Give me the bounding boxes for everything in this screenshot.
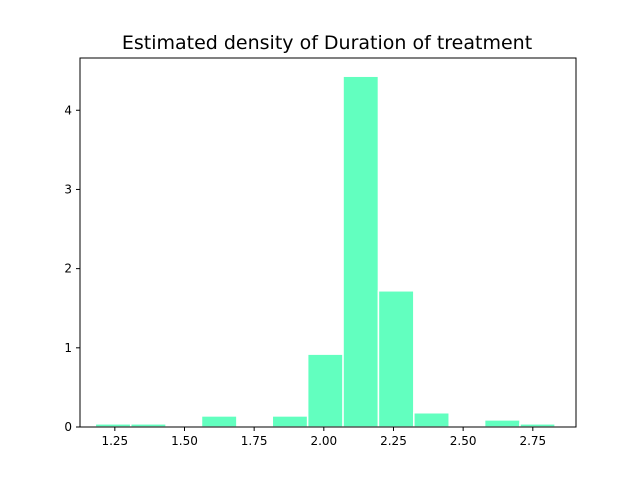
histogram-bar [377,290,415,428]
y-tick-label: 0 [64,420,72,434]
y-tick-label: 4 [64,103,72,117]
x-tick-label: 1.25 [101,434,128,448]
x-axis: 1.25 1.50 1.75 2.00 2.25 2.50 2.75 [101,427,546,448]
y-tick-label: 3 [64,182,72,196]
histogram-bar [483,419,521,428]
x-tick-label: 2.50 [450,434,477,448]
y-tick-label: 1 [64,341,72,355]
histogram-bar [271,415,309,428]
y-tick-label: 2 [64,262,72,276]
histogram-bar [413,411,450,428]
histogram-bar [306,353,344,428]
histogram-bar [342,75,380,428]
x-tick-label: 2.75 [519,434,546,448]
bars-group [94,75,556,428]
x-tick-label: 1.50 [171,434,198,448]
x-tick-label: 2.00 [310,434,337,448]
y-axis: 0 1 2 3 4 [64,103,80,434]
histogram-bar [200,415,238,428]
x-tick-label: 2.25 [380,434,407,448]
plot-area-frame [79,57,577,428]
chart-title: Estimated density of Duration of treatme… [122,32,532,54]
x-tick-label: 1.75 [241,434,268,448]
